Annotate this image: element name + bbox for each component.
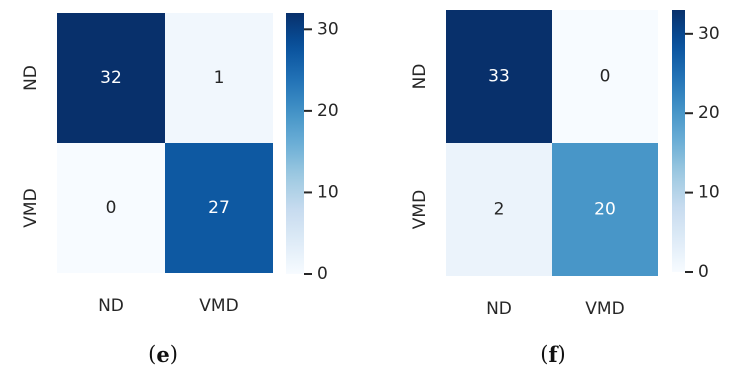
y-tick-label: VMD bbox=[21, 188, 41, 227]
cell-value-label: 32 bbox=[100, 68, 122, 88]
y-tick-label: ND bbox=[410, 64, 430, 90]
cell-value-label: 0 bbox=[106, 198, 117, 218]
x-tick-label: ND bbox=[98, 296, 124, 316]
heatmap-panel-f: 33 0 2 20 ND VMD ND VMD 0 10 20 30 (f) bbox=[410, 10, 720, 367]
colorbar-tick-label: 20 bbox=[698, 103, 720, 123]
heatmap-cell bbox=[57, 143, 165, 273]
x-tick-label: ND bbox=[486, 299, 512, 319]
colorbar-tick-label: 0 bbox=[317, 264, 328, 284]
heatmap-cell bbox=[57, 13, 165, 143]
cell-value-label: 20 bbox=[594, 200, 616, 220]
x-tick-label: VMD bbox=[585, 299, 624, 319]
cell-value-label: 33 bbox=[488, 67, 510, 87]
cell-value-label: 2 bbox=[494, 200, 505, 220]
y-tick-label: ND bbox=[21, 65, 41, 91]
heatmap-cell bbox=[552, 143, 658, 276]
heatmap-cell bbox=[165, 143, 273, 273]
cell-value-label: 0 bbox=[600, 67, 611, 87]
colorbar-tick-label: 10 bbox=[317, 182, 339, 202]
panel-caption: (e) bbox=[148, 342, 178, 367]
heatmap-cell bbox=[446, 10, 552, 143]
heatmap-cell bbox=[446, 143, 552, 276]
panel-caption: (f) bbox=[540, 342, 565, 367]
cell-value-label: 27 bbox=[208, 198, 230, 218]
heatmap-cell bbox=[165, 13, 273, 143]
colorbar-tick-label: 0 bbox=[698, 262, 709, 282]
colorbar bbox=[672, 10, 685, 272]
colorbar-tick-label: 30 bbox=[698, 24, 720, 44]
colorbar-tick-label: 10 bbox=[698, 183, 720, 203]
colorbar bbox=[286, 13, 304, 274]
heatmap-cell bbox=[552, 10, 658, 143]
y-tick-label: VMD bbox=[410, 190, 430, 229]
x-tick-label: VMD bbox=[199, 296, 238, 316]
cell-value-label: 1 bbox=[214, 68, 225, 88]
colorbar-tick-label: 20 bbox=[317, 101, 339, 121]
colorbar-tick-label: 30 bbox=[317, 19, 339, 39]
